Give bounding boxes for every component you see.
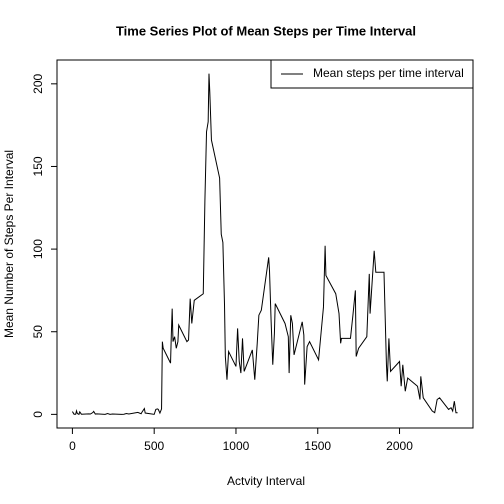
series-line bbox=[71, 73, 458, 416]
x-tick-label: 500 bbox=[144, 439, 164, 453]
chart-title: Time Series Plot of Mean Steps per Time … bbox=[116, 23, 416, 38]
y-tick-label: 100 bbox=[31, 239, 45, 259]
legend-box bbox=[270, 59, 474, 89]
plot-box bbox=[56, 59, 474, 429]
y-tick-label: 50 bbox=[31, 325, 45, 339]
legend-label: Mean steps per time interval bbox=[313, 66, 464, 80]
y-tick-label: 200 bbox=[31, 73, 45, 93]
x-tick-label: 1000 bbox=[223, 439, 250, 453]
x-axis-label: Actvity Interval bbox=[227, 474, 305, 488]
x-tick-label: 1500 bbox=[304, 439, 331, 453]
y-tick-label: 150 bbox=[31, 156, 45, 176]
x-tick-label: 0 bbox=[69, 439, 76, 453]
x-tick-label: 2000 bbox=[386, 439, 413, 453]
y-tick-label: 0 bbox=[31, 411, 45, 418]
y-axis-label: Mean Number of Steps Per Interval bbox=[2, 150, 16, 338]
